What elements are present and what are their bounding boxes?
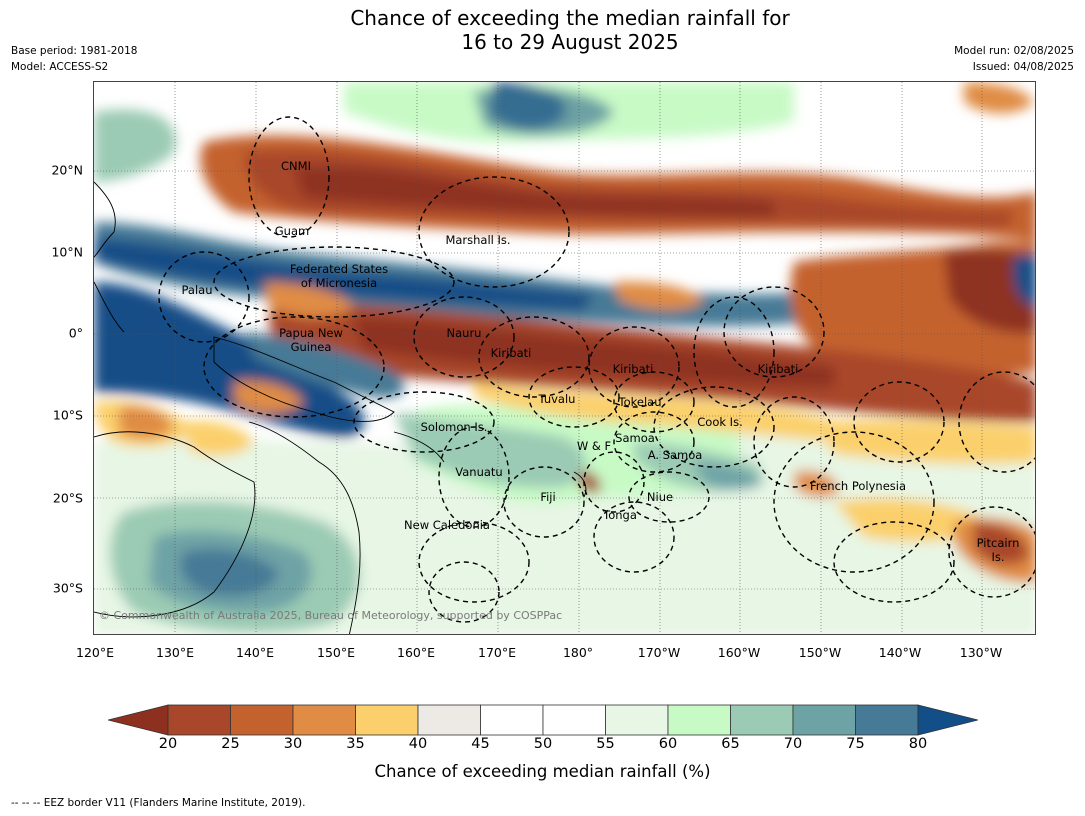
colorbar-bin-60-65 [667,704,731,736]
colorbar-over-arrow [917,704,978,736]
lon-140w: 140°W [878,645,922,660]
colorbar-tick-65: 65 [721,736,740,752]
colorbar-bin-55-60 [605,704,669,736]
label-palau: Palau [181,283,213,297]
colorbar-under-arrow [108,704,169,736]
label-tonga: Tonga [603,508,637,522]
colorbar-tick-35: 35 [346,736,365,752]
colorbar-bin-30-35 [292,704,356,736]
lon-170w: 170°W [637,645,681,660]
colorbar-bin-40-45 [417,704,481,736]
meta-right: Model run: 02/08/2025 Issued: 04/08/2025 [954,43,1074,75]
title-line-2: 16 to 29 August 2025 [461,30,679,54]
label-vanuatu: Vanuatu [455,465,503,479]
label-png-line2: Guinea [290,340,332,354]
label-cook: Cook Is. [697,415,743,429]
colorbar-tick-50: 50 [533,736,553,752]
colorbar-label: Chance of exceeding median rainfall (%) [374,762,711,781]
colorbar-bin-25-30 [230,704,294,736]
meta-left: Base period: 1981-2018 Model: ACCESS-S2 [11,43,137,75]
lat-20s: 20°S [52,490,83,506]
label-french-polynesia: French Polynesia [809,479,907,493]
label-pitcairn-line1: Pitcairn [976,536,1020,550]
lon-150e: 150°E [316,645,356,660]
colorbar-tick-55: 55 [596,736,615,752]
colorbar-tick-70: 70 [783,736,803,752]
model-name: Model: ACCESS-S2 [11,61,109,73]
lon-170e: 170°E [477,645,517,660]
label-png-line1: Papua New [279,326,343,340]
label-kiribati-central: Kiribati [612,362,654,376]
model-run: Model run: 02/08/2025 [954,45,1074,57]
lon-120e: 120°E [75,645,115,660]
label-samoa: Samoa [615,431,655,445]
lon-160e: 160°E [396,645,436,660]
label-tuvalu: Tuvalu [538,392,576,406]
label-niue: Niue [646,490,674,504]
eez-borders [158,116,1035,623]
label-american-samoa: A. Samoa [647,448,703,462]
label-new-caledonia: New Caledonia [404,518,490,532]
rainfall-map [94,82,1035,634]
label-fsm: Federated States of Micronesia [290,262,388,290]
colorbar-bin-70-75 [792,704,856,736]
map-panel[interactable] [93,81,1036,635]
colorbar-tick-80: 80 [908,736,928,752]
lat-20n: 20°N [51,162,83,178]
lat-10n: 10°N [51,244,83,260]
colorbar-bin-20-25 [167,704,231,736]
label-guam: Guam [274,224,310,238]
coastlines [94,181,587,634]
lon-130w: 130°W [959,645,1003,660]
lon-160w: 160°W [717,645,761,660]
colorbar [108,704,978,736]
colorbar-tick-40: 40 [408,736,428,752]
label-pitcairn: Pitcairn Is. [977,536,1020,564]
label-solomon: Solomon Is. [420,420,488,434]
lon-150w: 150°W [798,645,842,660]
label-pitcairn-line2: Is. [991,550,1005,564]
colorbar-tick-75: 75 [846,736,865,752]
colorbar-bin-50-55 [542,704,606,736]
lon-140e: 140°E [235,645,275,660]
label-nauru: Nauru [446,326,482,340]
label-marshall: Marshall Is. [445,233,511,247]
label-kiribati-east: Kiribati [757,362,799,376]
colorbar-tick-30: 30 [283,736,303,752]
graticule [94,82,1035,634]
lat-10s: 10°S [52,407,83,423]
base-period: Base period: 1981-2018 [11,45,138,57]
label-wallis-futuna: W & F [576,439,612,453]
title-line-1: Chance of exceeding the median rainfall … [350,6,790,30]
colorbar-bin-75-80 [855,704,919,736]
colorbar-bin-45-50 [480,704,544,736]
colorbar-tick-20: 20 [158,736,178,752]
colorbar-bin-65-70 [730,704,794,736]
colorbar-bin-35-40 [355,704,419,736]
map-title: Chance of exceeding the median rainfall … [0,6,1085,54]
label-fiji: Fiji [540,490,556,504]
lon-130e: 130°E [155,645,195,660]
colorbar-tick-25: 25 [221,736,240,752]
eez-footnote: -- -- -- EEZ border V11 (Flanders Marine… [11,797,306,809]
colorbar-tick-60: 60 [658,736,678,752]
label-fsm-line1: Federated States [289,262,389,276]
lat-0: 0° [68,325,83,341]
label-tokelau: Tokelau [618,395,662,409]
label-fsm-line2: of Micronesia [300,276,378,290]
label-png: Papua New Guinea [279,326,343,354]
issued-date: Issued: 04/08/2025 [972,61,1074,73]
colorbar-tick-45: 45 [471,736,490,752]
label-cnmi: CNMI [281,159,311,173]
lat-30s: 30°S [52,580,83,596]
copyright-text: © Commonwealth of Australia 2025, Bureau… [99,609,563,622]
label-kiribati-west: Kiribati [490,346,532,360]
lon-180: 180° [562,645,594,660]
